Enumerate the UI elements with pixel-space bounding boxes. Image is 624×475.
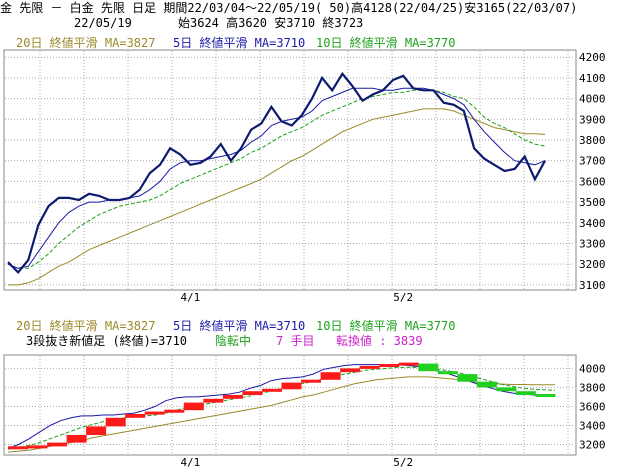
brick-up (8, 446, 28, 450)
tlb-count: 7 手目 (276, 334, 315, 348)
brick-down (476, 381, 497, 388)
tlb-panel-yticks: 3200 3400 3600 3800 4000 (579, 362, 606, 451)
tlb-panel-bricks (8, 362, 556, 450)
legend2-ma10: 10日 終値平滑 MA=3770 (316, 319, 456, 333)
y-tick-label: 3300 (579, 237, 606, 250)
brick-up (164, 409, 185, 413)
brick-down (496, 387, 517, 392)
y-tick-label: 4000 (579, 93, 606, 106)
brick-up (398, 362, 419, 366)
brick-up (222, 395, 243, 399)
header-ohlc: 始3624 高3620 安3710 終3723 (178, 16, 364, 30)
brick-up (203, 398, 224, 403)
legend-ma5: 5日 終値平滑 MA=3710 (173, 36, 306, 50)
y-tick-label: 4100 (579, 72, 606, 85)
brick-up (47, 442, 68, 447)
y-tick-label: 3700 (579, 155, 606, 168)
x-tick-label: 5/2 (393, 456, 413, 469)
price-panel-grid (5, 51, 575, 289)
tlb-panel-grid (5, 356, 575, 454)
y-tick-label: 3800 (579, 381, 606, 394)
header-date: 22/05/19 (74, 16, 132, 30)
y-tick-label: 3600 (579, 400, 606, 413)
series-line-ma10 (7, 89, 546, 269)
brick-up (262, 388, 282, 392)
price-panel-lines (7, 71, 546, 286)
tlb-trend: 陰転中 (215, 334, 252, 348)
y-tick-label: 3900 (579, 113, 606, 126)
series-line-price (7, 71, 546, 275)
y-tick-label: 4000 (579, 362, 606, 375)
brick-up (86, 426, 107, 435)
header-title: 金 先限 － 白金 先限 日足 期間22/03/04～22/05/19( 50)… (0, 1, 578, 15)
chart-header: 金 先限 － 白金 先限 日足 期間22/03/04～22/05/19( 50)… (0, 0, 624, 32)
tlb-caption: 3段抜き新値足 (終値)=3710 (26, 334, 188, 348)
tlb-turn-value: 転換値 : 3839 (336, 334, 423, 348)
x-tick-label: 4/1 (180, 456, 200, 469)
y-tick-label: 3400 (579, 217, 606, 230)
brick-down (515, 391, 536, 395)
brick-up (281, 382, 302, 390)
brick-up (359, 365, 380, 369)
series-line-ma5 (7, 87, 546, 269)
series-line-ma20 (8, 108, 546, 286)
y-tick-label: 3500 (579, 196, 606, 209)
tlb-panel-frame (3, 354, 577, 456)
brick-up (340, 368, 361, 373)
brick-up (379, 364, 400, 367)
y-tick-label: 3100 (579, 279, 606, 292)
brick-up (105, 417, 126, 427)
brick-down (437, 371, 458, 375)
brick-down (457, 374, 478, 382)
brick-up (125, 414, 146, 418)
brick-up (320, 372, 341, 380)
y-tick-label: 4200 (579, 51, 606, 64)
brick-up (144, 411, 165, 415)
brick-down (535, 394, 556, 397)
y-tick-label: 3400 (579, 419, 606, 432)
brick-up (27, 445, 48, 449)
x-tick-label: 5/2 (393, 291, 413, 304)
legend2-ma5: 5日 終値平滑 MA=3710 (173, 319, 306, 333)
brick-up (66, 435, 87, 443)
legend-ma20: 20日 終値平滑 MA=3827 (16, 36, 156, 50)
y-tick-label: 3600 (579, 175, 606, 188)
brick-down (418, 363, 439, 372)
price-panel-frame (3, 49, 577, 291)
y-tick-label: 3200 (579, 438, 606, 451)
legend2-ma20: 20日 終値平滑 MA=3827 (16, 319, 156, 333)
legend-ma10: 10日 終値平滑 MA=3770 (316, 36, 456, 50)
brick-up (242, 391, 263, 395)
brick-up (301, 379, 321, 383)
price-panel-xticks: 4/1 5/2 (180, 291, 413, 304)
y-tick-label: 3800 (579, 134, 606, 147)
series-line-ma10 (7, 366, 556, 450)
brick-up (183, 402, 204, 411)
price-panel-yticks: 3100 3200 3300 3400 3500 3600 3700 3800 3900 4000… (579, 51, 606, 292)
x-tick-label: 4/1 (180, 291, 200, 304)
y-tick-label: 3200 (579, 258, 606, 271)
tlb-panel-xticks: 4/1 5/2 (180, 456, 413, 469)
